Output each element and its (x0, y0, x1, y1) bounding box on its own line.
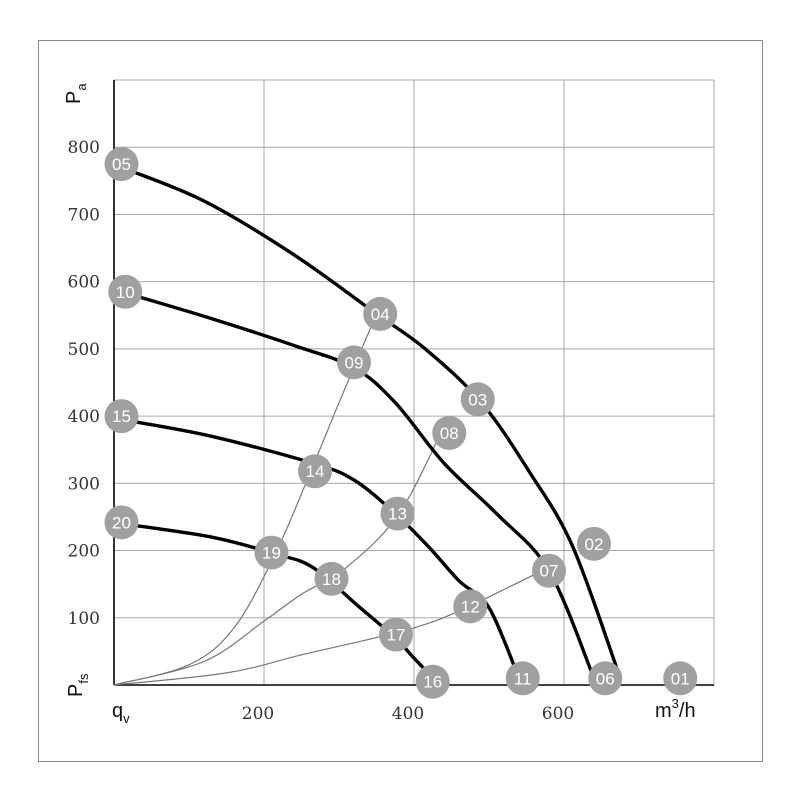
operating-point-marker (314, 561, 349, 596)
x-axis-unit: m3/h (655, 696, 696, 722)
operating-point: 08 (432, 415, 467, 450)
operating-point-label: 18 (322, 570, 341, 589)
y-axis-bottom-label: Pfs (65, 673, 91, 697)
operating-point: 20 (104, 505, 139, 540)
y-tick-label: 400 (68, 407, 100, 427)
operating-point: 14 (298, 454, 332, 489)
operating-point-marker (460, 382, 495, 417)
operating-point-label: 06 (596, 669, 615, 688)
x-tick-label: 600 (542, 704, 574, 724)
operating-point-marker (532, 553, 566, 588)
operating-points: 01 02 03 04 05 06 07 08 09 10 11 12 13 14 15 16 17 18 19 20 (104, 147, 698, 699)
operating-point-marker (298, 454, 332, 489)
operating-point-marker (505, 661, 540, 696)
y-tick-label: 500 (68, 340, 100, 360)
operating-point-marker (453, 589, 488, 624)
curves (119, 165, 622, 684)
operating-point: 13 (380, 496, 415, 531)
operating-point-marker (254, 535, 289, 570)
y-tick-label: 300 (68, 474, 100, 494)
operating-point: 09 (337, 345, 371, 380)
operating-point-label: 08 (440, 424, 459, 443)
operating-point: 03 (460, 382, 495, 417)
operating-point-label: 09 (345, 353, 364, 372)
operating-point-label: 12 (461, 597, 480, 616)
operating-point-marker (379, 617, 413, 652)
operating-point: 06 (588, 661, 623, 696)
operating-point-label: 11 (514, 669, 532, 688)
operating-point: 19 (254, 535, 289, 570)
operating-point-marker (337, 345, 371, 380)
operating-point: 01 (663, 661, 698, 696)
operating-point-marker (588, 661, 623, 696)
operating-point-label: 05 (112, 155, 131, 174)
system-curve (113, 313, 378, 686)
operating-point-label: 15 (112, 407, 131, 426)
operating-point-marker (104, 399, 139, 434)
operating-point-marker (104, 505, 139, 540)
y-tick-label: 700 (68, 205, 100, 225)
chart-frame (38, 40, 763, 762)
operating-point-label: 17 (387, 626, 406, 645)
operating-point-label: 03 (468, 390, 487, 409)
performance-curve (119, 165, 622, 680)
operating-point-label: 13 (388, 505, 407, 524)
operating-point-marker (363, 296, 398, 331)
operating-point: 02 (577, 526, 611, 561)
y-axis-label: Pa (63, 83, 89, 104)
y-tick-label: 800 (68, 138, 100, 158)
operating-point: 10 (108, 274, 143, 309)
operating-point-label: 01 (671, 669, 690, 688)
operating-point-label: 07 (540, 562, 559, 581)
operating-point: 16 (415, 664, 450, 699)
operating-point-label: 16 (423, 673, 442, 692)
operating-point: 15 (104, 399, 139, 434)
operating-point-marker (432, 415, 467, 450)
operating-point: 12 (453, 589, 488, 624)
x-tick-label: 400 (392, 704, 424, 724)
x-tick-label: 200 (242, 704, 274, 724)
operating-point-marker (663, 661, 698, 696)
grid (113, 79, 715, 685)
operating-point: 11 (505, 661, 540, 696)
operating-point-marker (104, 147, 139, 182)
tick-labels: 100 200 300 400 500 600 700 800 200 400 600 (68, 138, 575, 724)
operating-point: 07 (532, 553, 566, 588)
operating-point: 18 (314, 561, 349, 596)
operating-point-marker (577, 526, 611, 561)
operating-point-marker (380, 496, 415, 531)
operating-point-marker (415, 664, 450, 699)
operating-point: 05 (104, 147, 139, 182)
operating-point-label: 02 (585, 535, 604, 554)
operating-point-label: 19 (262, 544, 281, 563)
x-axis-label: qv (112, 700, 130, 726)
y-tick-label: 600 (68, 273, 100, 293)
operating-point: 04 (363, 296, 398, 331)
operating-point-label: 04 (371, 305, 390, 324)
operating-point-marker (108, 274, 143, 309)
operating-point-label: 14 (306, 462, 325, 481)
y-tick-label: 200 (68, 542, 100, 562)
operating-point-label: 10 (116, 283, 135, 302)
operating-point: 17 (379, 617, 413, 652)
y-tick-label: 100 (68, 609, 100, 629)
operating-point-label: 20 (112, 513, 131, 532)
